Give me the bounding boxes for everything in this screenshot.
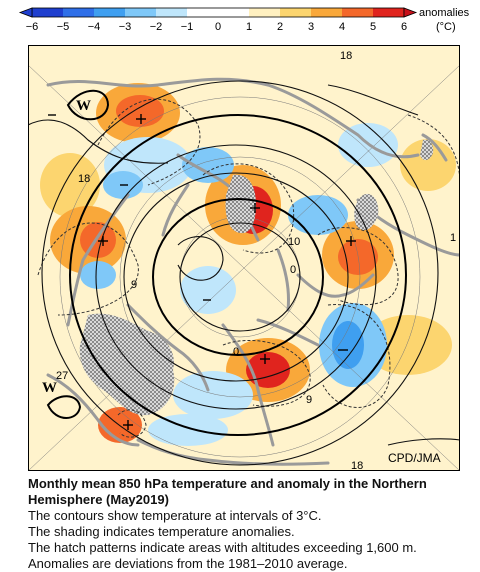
colorbar-tick-label: −5 bbox=[57, 21, 70, 33]
colorbar-segment bbox=[156, 8, 188, 17]
colorbar-tick-label: −1 bbox=[181, 21, 194, 33]
contour-label: 18 bbox=[78, 173, 90, 185]
anomaly-colorbar: −6 −5 −4 −3 −2 −1 0 1 2 3 4 5 6 anomalies (°C) bbox=[18, 7, 470, 33]
colorbar-segment bbox=[187, 8, 219, 17]
colorbar-tick-label: 3 bbox=[308, 21, 314, 33]
colorbar-tick-label: 4 bbox=[339, 21, 345, 33]
colorbar-tick-label: −6 bbox=[26, 21, 39, 33]
map-frame bbox=[28, 45, 460, 471]
colorbar-tick-labels: −6 −5 −4 −3 −2 −1 0 1 2 3 4 5 6 bbox=[26, 21, 407, 33]
high-marker: W bbox=[42, 380, 57, 396]
caption-line: The contours show temperature at interva… bbox=[28, 508, 322, 523]
contour-label: 0 bbox=[233, 346, 239, 358]
w-markers: W W bbox=[42, 98, 91, 396]
colorbar-segment bbox=[373, 8, 405, 17]
polar-map: 18 18 9 0 0 9 18 27 10 1 W W CPD/JMA bbox=[28, 45, 460, 471]
tibet-hatch bbox=[79, 313, 175, 416]
caption-line: The hatch patterns indicate areas with a… bbox=[28, 540, 417, 555]
colorbar-left-arrow bbox=[18, 7, 33, 18]
anomaly-markers bbox=[48, 114, 356, 430]
colorbar-segment bbox=[342, 8, 374, 17]
colorbar-tick-label: −3 bbox=[119, 21, 132, 33]
caption-title-line1: Monthly mean 850 hPa temperature and ano… bbox=[28, 476, 427, 491]
figure-caption: Monthly mean 850 hPa temperature and ano… bbox=[28, 476, 468, 572]
colorbar-tick-label: 1 bbox=[246, 21, 252, 33]
hatched-high-altitude bbox=[79, 139, 434, 416]
thick-contours bbox=[46, 89, 407, 436]
contour-label: 9 bbox=[306, 394, 312, 406]
rockies-hatch bbox=[354, 193, 379, 231]
alaska-hatch bbox=[420, 139, 434, 161]
colorbar-segment bbox=[125, 8, 157, 17]
colorbar-segment bbox=[280, 8, 312, 17]
contour-label: 1 bbox=[450, 232, 456, 244]
colorbar-right-arrow bbox=[403, 7, 418, 18]
contour-labels: 18 18 9 0 0 9 18 27 10 1 bbox=[56, 50, 456, 471]
caption-line: Anomalies are deviations from the 1981–2… bbox=[28, 556, 348, 571]
colorbar-tick-label: −2 bbox=[150, 21, 163, 33]
contour-label: 27 bbox=[56, 370, 68, 382]
colorbar-tick-label: 2 bbox=[277, 21, 283, 33]
map-credit: CPD/JMA bbox=[388, 451, 441, 465]
colorbar-tick-label: 0 bbox=[215, 21, 221, 33]
contour-label: 10 bbox=[288, 236, 300, 248]
colorbar-segment bbox=[311, 8, 343, 17]
contour-label: 9 bbox=[131, 279, 137, 291]
colorbar-unit: (°C) bbox=[436, 21, 456, 33]
contour-label: 18 bbox=[340, 50, 352, 62]
colorbar-label: anomalies bbox=[419, 7, 470, 19]
colorbar-tick-label: 6 bbox=[401, 21, 407, 33]
caption-line: The shading indicates temperature anomal… bbox=[28, 524, 295, 539]
colorbar-tick-label: −4 bbox=[88, 21, 101, 33]
colorbar-segment bbox=[32, 8, 64, 17]
antarctic-hatch bbox=[148, 344, 167, 371]
colorbar-segment bbox=[249, 8, 281, 17]
colorbar-segment bbox=[63, 8, 95, 17]
high-marker: W bbox=[76, 98, 91, 114]
colorbar-segment bbox=[218, 8, 250, 17]
colorbar-tick-label: 5 bbox=[370, 21, 376, 33]
contour-label: 18 bbox=[351, 460, 363, 471]
colorbar-segments bbox=[32, 8, 405, 17]
caption-title-line2: Hemisphere (May2019) bbox=[28, 492, 169, 507]
contour-label: 0 bbox=[290, 264, 296, 276]
greenland-hatch bbox=[225, 174, 256, 234]
colorbar-segment bbox=[94, 8, 126, 17]
